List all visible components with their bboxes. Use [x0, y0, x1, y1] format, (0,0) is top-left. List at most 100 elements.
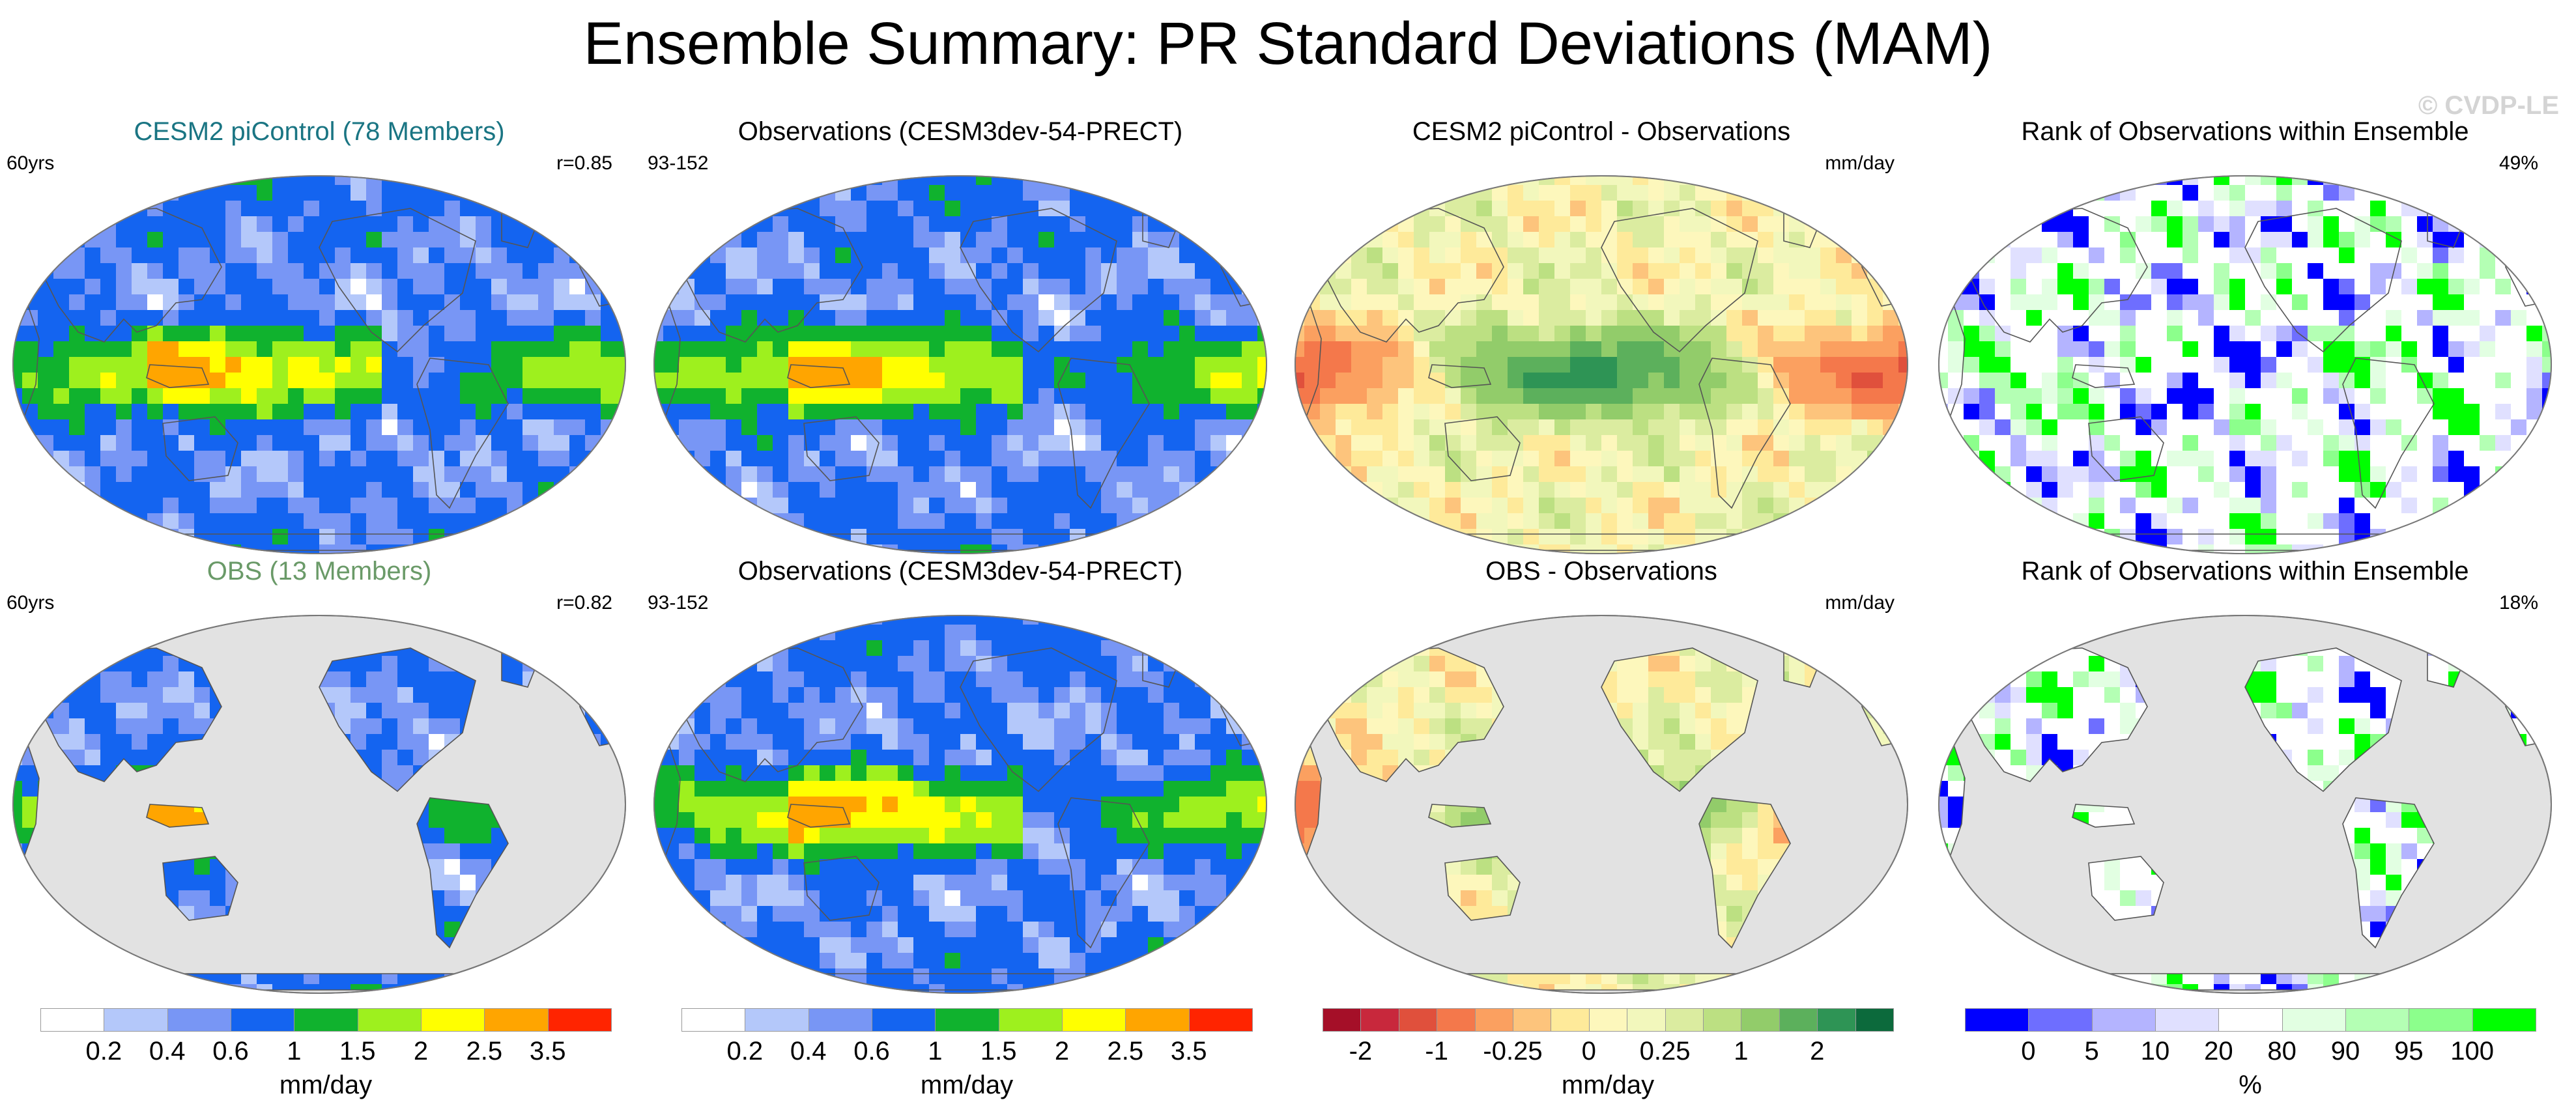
colorbar-swatch	[421, 1008, 485, 1032]
colorbar-swatch	[1323, 1008, 1362, 1032]
panel-title: Observations (CESM3dev-54-PRECT)	[737, 117, 1183, 146]
panel-left-label: 93-152	[648, 152, 709, 174]
map-outline	[1938, 175, 2552, 554]
colorbar-swatch	[1817, 1008, 1856, 1032]
world-map	[1938, 175, 2552, 554]
colorbar-swatch	[167, 1008, 231, 1032]
colorbar-swatch	[1398, 1008, 1438, 1032]
colorbar-swatch	[1437, 1008, 1476, 1032]
colorbar-swatch	[2345, 1008, 2410, 1032]
map-outline	[653, 175, 1267, 554]
colorbar-swatch	[1125, 1008, 1190, 1032]
colorbar: -2 -1 -0.25 0 0.25 1 2 mm/day	[1323, 1008, 1894, 1099]
world-map	[653, 175, 1267, 554]
colorbar-swatch	[1062, 1008, 1126, 1032]
colorbar-swatch	[1551, 1008, 1590, 1032]
colorbar-tick-label: 0.2	[85, 1037, 122, 1066]
colorbar-swatch	[745, 1008, 809, 1032]
colorbar-tick-label: 2.5	[1107, 1037, 1144, 1066]
field-shading	[13, 176, 625, 554]
map-panel: Rank of Observations within Ensemble 18%	[1932, 557, 2558, 1000]
panel-left-label: 60yrs	[7, 592, 55, 614]
colorbar-swatch	[1665, 1008, 1704, 1032]
colorbar-swatch	[808, 1008, 872, 1032]
map-panel: CESM2 piControl - Observations mm/day	[1289, 117, 1914, 560]
colorbar-swatch	[2282, 1008, 2346, 1032]
colorbar-unit-label: mm/day	[920, 1071, 1014, 1099]
colorbar-swatch	[1360, 1008, 1399, 1032]
panel-title: CESM2 piControl - Observations	[1412, 117, 1791, 146]
colorbar-tick-label: 10	[2140, 1037, 2170, 1066]
colorbar-swatch	[935, 1008, 999, 1032]
colorbar-swatch	[2218, 1008, 2283, 1032]
map-panel: Observations (CESM3dev-54-PRECT) 93-152	[648, 117, 1273, 560]
colorbar-swatch	[1474, 1008, 1513, 1032]
colorbar-tick-label: 0.4	[149, 1037, 186, 1066]
world-map	[12, 615, 626, 994]
colorbar-swatch	[2155, 1008, 2220, 1032]
colorbar-tick-label: -0.25	[1483, 1037, 1543, 1066]
colorbar: 0 5 10 20 80 90 95 100%	[1965, 1008, 2536, 1099]
colorbar-tick-label: 3.5	[529, 1037, 566, 1066]
colorbar-tick-label: 0	[1581, 1037, 1596, 1066]
colorbar-swatch	[2028, 1008, 2093, 1032]
map-outline	[1938, 615, 2552, 994]
map-panel: OBS (13 Members) 60yrs r=0.82	[7, 557, 632, 1000]
colorbar-tick-label: 2.5	[466, 1037, 503, 1066]
world-map	[653, 615, 1267, 994]
watermark: © CVDP-LE	[2418, 91, 2559, 120]
colorbar-swatch	[681, 1008, 746, 1032]
field-shading	[1939, 176, 2551, 554]
colorbar-tick-label: 0.25	[1639, 1037, 1691, 1066]
panel-right-label: mm/day	[1825, 592, 1895, 614]
colorbar-swatch	[547, 1008, 612, 1032]
colorbar-tick-label: 5	[2084, 1037, 2099, 1066]
colorbar: 0.2 0.4 0.6 1 1.5 2 2.5 3.5 mm/day	[681, 1008, 1253, 1099]
colorbar-swatch	[1513, 1008, 1552, 1032]
colorbar-unit-label: mm/day	[279, 1071, 373, 1099]
panel-title: Observations (CESM3dev-54-PRECT)	[737, 557, 1183, 586]
panel-left-label: 93-152	[648, 592, 709, 614]
map-outline	[1295, 175, 1908, 554]
colorbar-tick-label: 3.5	[1170, 1037, 1207, 1066]
colorbar-swatch	[1188, 1008, 1253, 1032]
field-shading	[654, 615, 1267, 993]
panel-title: Rank of Observations within Ensemble	[2021, 117, 2469, 146]
panel-right-label: r=0.85	[556, 152, 612, 174]
colorbar-tick-label: 0	[2021, 1037, 2036, 1066]
panel-title: CESM2 piControl (78 Members)	[134, 117, 505, 146]
colorbar-swatch	[484, 1008, 549, 1032]
colorbar-swatch	[1703, 1008, 1742, 1032]
colorbar-swatch	[2409, 1008, 2473, 1032]
colorbar-tick-label: 1.5	[980, 1037, 1017, 1066]
panel-title: Rank of Observations within Ensemble	[2021, 557, 2469, 586]
colorbar-tick-label: 1.5	[339, 1037, 376, 1066]
panel-right-label: r=0.82	[556, 592, 612, 614]
panel-title: OBS (13 Members)	[207, 557, 432, 586]
colorbar-swatch	[40, 1008, 105, 1032]
map-outline	[12, 175, 626, 554]
colorbar-tick-label: 95	[2394, 1037, 2424, 1066]
world-map	[12, 175, 626, 554]
colorbar-tick-label: 20	[2204, 1037, 2233, 1066]
map-panel: Rank of Observations within Ensemble 49%	[1932, 117, 2558, 560]
field-shading	[654, 176, 1267, 554]
panel-right-label: mm/day	[1825, 152, 1895, 174]
map-panel: CESM2 piControl (78 Members) 60yrs r=0.85	[7, 117, 632, 560]
colorbar-tick-label: 0.2	[726, 1037, 764, 1066]
map-outline	[1295, 615, 1908, 994]
map-panel: Observations (CESM3dev-54-PRECT) 93-152	[648, 557, 1273, 1000]
colorbar-swatch	[2472, 1008, 2536, 1032]
colorbar-swatch	[1965, 1008, 2029, 1032]
colorbar-tick-label: 80	[2267, 1037, 2297, 1066]
field-shading	[1295, 176, 1908, 554]
colorbar-tick-label: 2	[1810, 1037, 1825, 1066]
colorbar-swatch	[998, 1008, 1063, 1032]
colorbar-tick-label: -2	[1349, 1037, 1373, 1066]
main-title: Ensemble Summary: PR Standard Deviations…	[583, 10, 1993, 77]
world-map	[1295, 175, 1908, 554]
map-outline	[12, 615, 626, 994]
colorbar: 0.2 0.4 0.6 1 1.5 2 2.5 3.5 mm/day	[40, 1008, 612, 1099]
colorbar-swatch	[2091, 1008, 2156, 1032]
map-outline	[653, 615, 1267, 994]
